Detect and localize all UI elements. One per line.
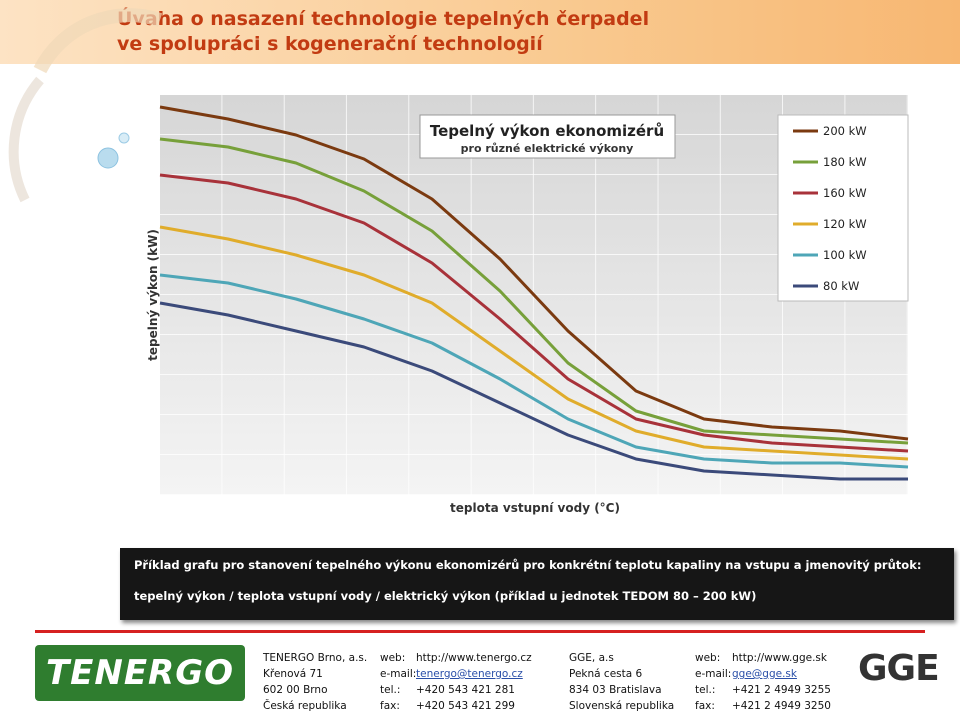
series-line [159,225,909,461]
chart-title-box [419,114,676,159]
series-line [159,137,909,445]
slide-title: Úvaha o nasazení technologie tepelných č… [117,8,650,30]
series-line [159,273,909,469]
contact-value: +420 543 421 281 [416,684,515,696]
legend-label: 100 kW [823,248,867,262]
contact-label: web: [380,652,406,664]
contact-label: web: [695,652,721,664]
contact-value: gge@gge.sk [732,668,797,680]
chart: Tepelný výkon ekonomizérů pro různé elek… [8,8,909,515]
contact-value: +421 2 4949 3250 [732,700,831,712]
legend-label: 120 kW [823,217,867,231]
company-line: Pekná cesta 6 [569,668,643,680]
x-axis-label: teplota vstupní vody (°C) [450,501,620,515]
contact-label: fax: [380,700,400,712]
y-axis-label: tepelný výkon (kW) [146,229,160,361]
company-line: Křenová 71 [263,668,323,680]
slide-title: ve spolupráci s kogenerační technologií [117,33,543,55]
company-line: Česká republika [263,700,347,712]
contact-value: tenergo@tenergo.cz [416,668,523,680]
company-line: 602 00 Brno [263,684,328,696]
legend [777,114,909,302]
series-line [159,105,909,441]
chart-subtitle: pro různé elektrické výkony [461,142,634,155]
logo: GGE [858,648,940,689]
company-line: GGE, a.s [569,652,614,664]
company-line: Slovenská republika [569,700,675,712]
header-band [0,0,960,64]
note-box: Příklad grafu pro stanovení tepelného vý… [120,548,954,620]
legend-label: 180 kW [823,155,867,169]
contact-value: http://www.gge.sk [732,652,827,664]
contact-label: tel.: [380,684,401,696]
series-line [159,173,909,453]
note-text: Příklad grafu pro stanovení tepelného vý… [134,558,922,572]
chart-title: Tepelný výkon ekonomizérů [430,122,664,140]
contact-label: fax: [695,700,715,712]
note-text: tepelný výkon / teplota vstupní vody / e… [134,589,757,603]
legend-label: 160 kW [823,186,867,200]
contact-value: +421 2 4949 3255 [732,684,831,696]
contact-value: +420 543 421 299 [416,700,515,712]
legend-label: 200 kW [823,124,867,138]
series-line [159,301,908,481]
logo: TENERGO [35,645,245,701]
footer-rule [35,630,925,633]
contact-label: e-mail: [380,668,417,680]
contact-value: http://www.tenergo.cz [416,652,532,664]
contact-label: e-mail: [695,668,732,680]
contact-label: tel.: [695,684,716,696]
legend-label: 80 kW [823,279,859,293]
company-line: 834 03 Bratislava [569,684,662,696]
decoration [8,8,163,203]
company-line: TENERGO Brno, a.s. [263,652,368,664]
